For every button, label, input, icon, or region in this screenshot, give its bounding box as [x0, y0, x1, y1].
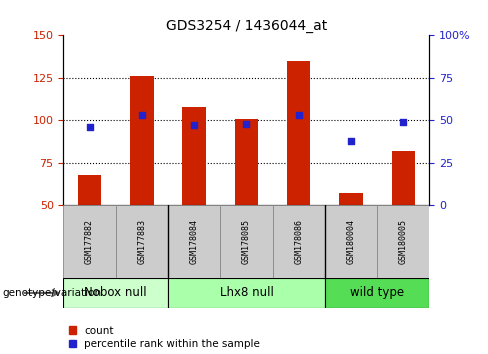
Text: wild type: wild type	[350, 286, 404, 299]
FancyBboxPatch shape	[377, 205, 429, 278]
Bar	[391, 151, 415, 205]
Point	[243, 121, 250, 127]
Text: genotype/variation: genotype/variation	[2, 288, 102, 298]
FancyBboxPatch shape	[116, 205, 168, 278]
FancyBboxPatch shape	[63, 278, 168, 308]
Text: GSM180005: GSM180005	[399, 219, 408, 264]
FancyBboxPatch shape	[168, 205, 220, 278]
Text: GSM180004: GSM180004	[346, 219, 356, 264]
FancyBboxPatch shape	[273, 205, 325, 278]
Point	[190, 122, 198, 128]
Point	[347, 138, 355, 144]
FancyBboxPatch shape	[325, 205, 377, 278]
Text: GSM177882: GSM177882	[85, 219, 94, 264]
Title: GDS3254 / 1436044_at: GDS3254 / 1436044_at	[166, 19, 327, 33]
Bar	[130, 76, 154, 205]
Text: GSM178085: GSM178085	[242, 219, 251, 264]
Text: GSM177883: GSM177883	[137, 219, 146, 264]
Bar	[339, 193, 363, 205]
Text: Lhx8 null: Lhx8 null	[220, 286, 273, 299]
FancyBboxPatch shape	[63, 205, 116, 278]
Bar	[287, 61, 310, 205]
Point	[86, 124, 94, 130]
FancyBboxPatch shape	[168, 278, 325, 308]
FancyBboxPatch shape	[325, 278, 429, 308]
Text: Nobox null: Nobox null	[84, 286, 147, 299]
Point	[399, 119, 407, 125]
Point	[295, 113, 303, 118]
Bar	[78, 175, 102, 205]
Bar	[183, 107, 206, 205]
Bar	[235, 119, 258, 205]
Text: GSM178086: GSM178086	[294, 219, 303, 264]
Legend: count, percentile rank within the sample: count, percentile rank within the sample	[69, 326, 260, 349]
Text: GSM178084: GSM178084	[190, 219, 199, 264]
Point	[138, 113, 146, 118]
FancyBboxPatch shape	[220, 205, 273, 278]
